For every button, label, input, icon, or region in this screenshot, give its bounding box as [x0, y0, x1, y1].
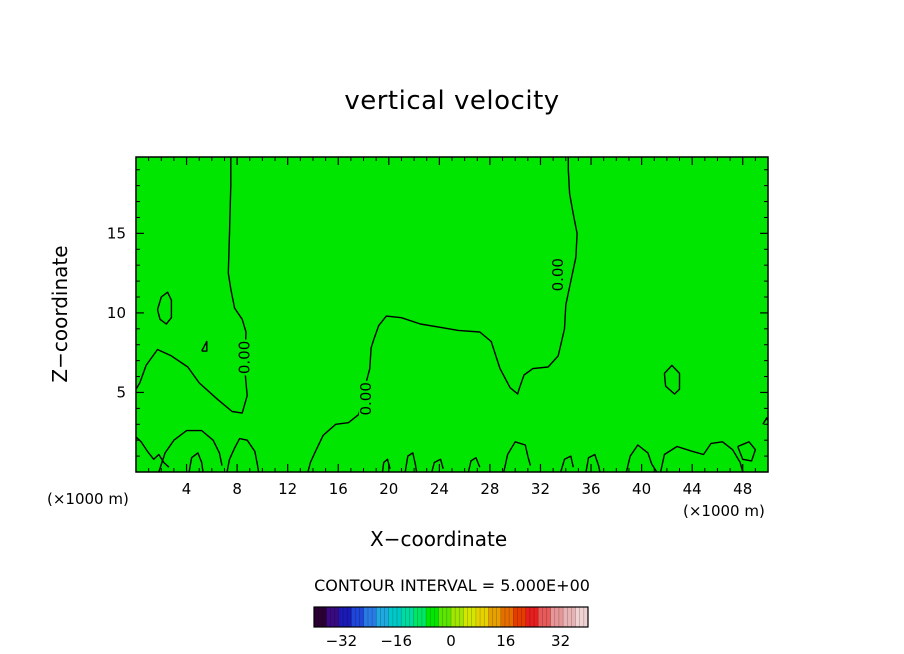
colorbar-tick-label: −32: [326, 632, 358, 650]
y-tick-label: 15: [107, 224, 126, 242]
colorbar-swatch: [401, 607, 415, 627]
contour-line: [226, 437, 260, 473]
contour-label: 0.00: [549, 258, 567, 291]
x-tick-label: 24: [430, 480, 449, 498]
contour-line: [158, 429, 223, 473]
x-tick-label: 20: [379, 480, 398, 498]
colorbar-tick-label: 32: [551, 632, 570, 650]
x-tick-label: 44: [683, 480, 702, 498]
colorbar-swatch: [550, 607, 564, 627]
contour-line: [135, 436, 170, 468]
x-axis-label: X−coordinate: [370, 527, 508, 551]
colorbar-swatch: [525, 607, 539, 627]
x-tick-label: 28: [480, 480, 499, 498]
x-tick-label: 36: [581, 480, 600, 498]
x-tick-label: 4: [182, 480, 192, 498]
colorbar-swatch: [363, 607, 377, 627]
x-unit-label-right: (×1000 m): [683, 502, 765, 520]
contour-line: [156, 291, 173, 325]
y-axis-label: Z−coordinate: [48, 245, 72, 383]
contour-label: 0.00: [236, 341, 254, 374]
contour-line: [431, 458, 444, 473]
colorbar-swatch: [488, 607, 502, 627]
x-tick-label: 16: [329, 480, 348, 498]
colorbar-swatch: [563, 607, 577, 627]
colorbar-swatch: [338, 607, 352, 627]
x-tick-label: 12: [278, 480, 297, 498]
colorbar-swatch: [326, 607, 340, 627]
colorbar-swatch: [388, 607, 402, 627]
colorbar-swatch: [351, 607, 365, 627]
contour-label-bg: [237, 339, 252, 376]
contour-line: [467, 457, 481, 473]
x-tick-label: 40: [632, 480, 651, 498]
x-tick-label: 32: [531, 480, 550, 498]
contour-label-bg: [551, 256, 566, 293]
colorbar-swatch: [451, 607, 464, 627]
colorbar-swatch: [438, 607, 452, 627]
velocity-field: [136, 157, 768, 472]
contour-line: [659, 441, 744, 473]
contour-line: [404, 452, 418, 473]
contour-label: 0.00: [357, 382, 375, 415]
colorbar-swatch: [426, 607, 440, 627]
colorbar-tick-label: 0: [446, 632, 456, 650]
contour-line: [737, 441, 757, 462]
colorbar-swatch: [575, 607, 589, 627]
colorbar-swatch: [463, 607, 477, 627]
y-tick-label: 10: [107, 304, 126, 322]
contour-line: [560, 455, 574, 473]
colorbar-swatch: [538, 607, 552, 627]
x-tick-label: 48: [733, 480, 752, 498]
contour-line: [135, 157, 248, 414]
colorbar-swatch: [513, 607, 527, 627]
contour-line: [625, 444, 658, 473]
colorbar-frame: [313, 606, 589, 628]
colorbar-swatch: [475, 607, 489, 627]
contour-line: [663, 364, 681, 395]
colorbar-tick-label: 16: [496, 632, 515, 650]
x-tick-label: 8: [232, 480, 242, 498]
contour-label-bg: [359, 380, 374, 417]
contour-line: [585, 453, 601, 473]
colorbar-tick-label: −16: [380, 632, 412, 650]
contour-line: [307, 157, 578, 473]
colorbar-swatch: [376, 607, 390, 627]
contour-interval-text: CONTOUR INTERVAL = 5.000E+00: [314, 576, 590, 595]
colorbar-swatch: [314, 607, 327, 627]
colorbar-swatch: [500, 607, 514, 627]
contour-line: [201, 340, 208, 352]
chart-title: vertical velocity: [344, 86, 560, 116]
contour-line: [188, 452, 204, 473]
contour-line: [503, 441, 532, 473]
y-tick-label: 5: [116, 383, 126, 401]
x-unit-label-left: (×1000 m): [47, 490, 129, 508]
colorbar-swatch: [413, 607, 427, 627]
